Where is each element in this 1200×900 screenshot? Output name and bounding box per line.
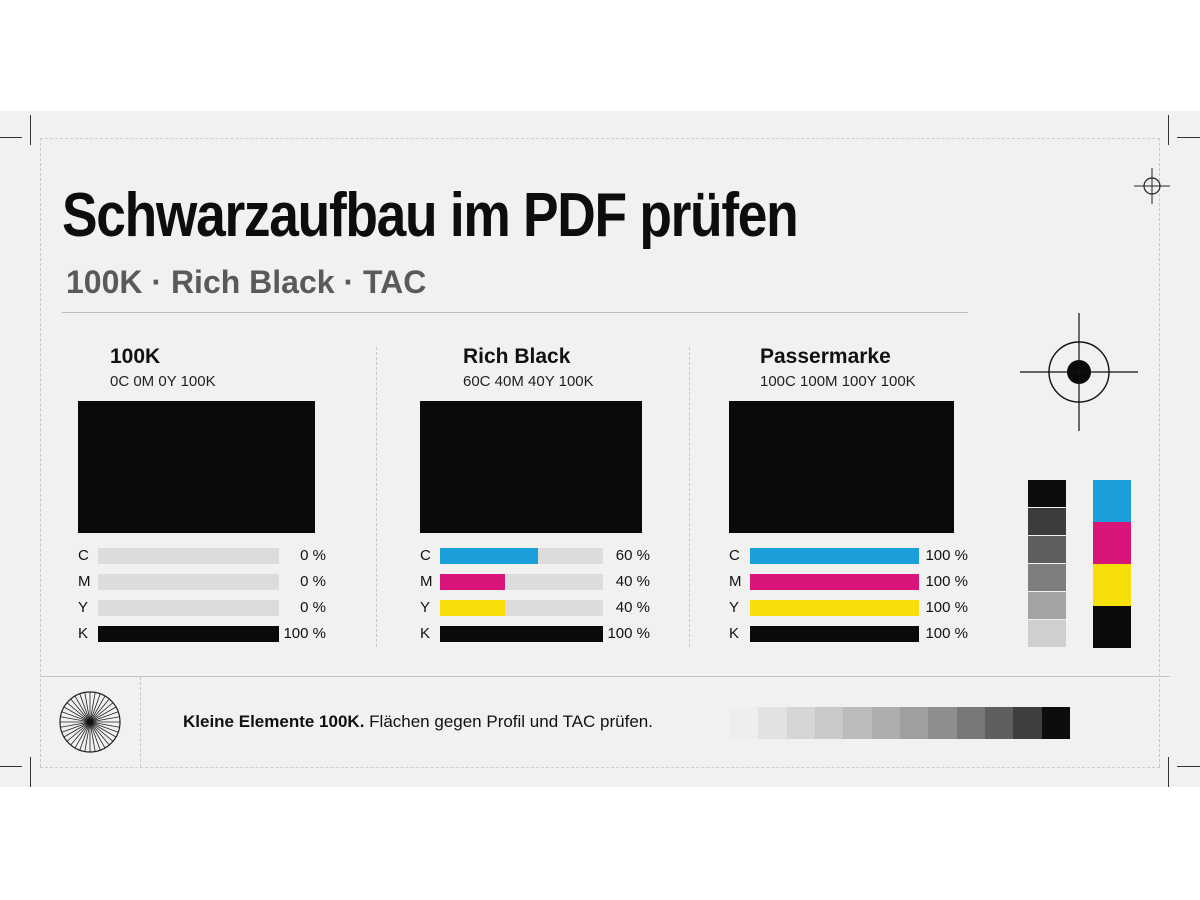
- channel-letter: M: [78, 573, 91, 590]
- channel-percent: 100 %: [283, 625, 326, 642]
- black-swatch: [729, 401, 954, 533]
- channel-letter: K: [729, 625, 740, 642]
- channel-percent: 100 %: [925, 573, 968, 590]
- channel-bar-fill: [750, 626, 919, 642]
- gradient-step: [1013, 707, 1043, 739]
- channel-percent: 0 %: [300, 599, 326, 616]
- channel-bar-fill: [440, 574, 506, 590]
- page-title: Schwarzaufbau im PDF prüfen: [62, 181, 799, 250]
- channel-letter: M: [420, 573, 433, 590]
- gray-gradient-strip: [730, 707, 1071, 739]
- channel-bar-track: [98, 574, 279, 590]
- footer-divider: [140, 677, 141, 767]
- footer-rule: [40, 676, 1170, 677]
- channel-letter: Y: [420, 599, 431, 616]
- channel-bar-track: [440, 600, 603, 616]
- cmyk-color-bar: [1093, 480, 1131, 648]
- channel-bar-track: [750, 600, 919, 616]
- cmyk-step: [1093, 522, 1131, 564]
- gradient-step: [843, 707, 873, 739]
- channel-percent: 0 %: [300, 573, 326, 590]
- trim-line-top: [40, 138, 1160, 139]
- column-divider: [689, 347, 690, 647]
- channel-bar-track: [750, 626, 919, 642]
- channel-bar-fill: [440, 548, 538, 564]
- footer-note: Kleine Elemente 100K. Flächen gegen Prof…: [183, 712, 653, 732]
- channel-letter: C: [78, 547, 89, 564]
- channel-bar-track: [440, 574, 603, 590]
- channel-letter: Y: [78, 599, 89, 616]
- channel-percent: 40 %: [615, 573, 650, 590]
- trim-line-bottom: [40, 767, 1160, 768]
- channel-bar-track: [750, 574, 919, 590]
- column-title: 100K: [110, 345, 161, 368]
- gradient-step: [985, 707, 1014, 739]
- page-subtitle: 100K · Rich Black · TAC: [66, 264, 427, 300]
- channel-percent: 100 %: [925, 599, 968, 616]
- gray-scale-step: [1028, 508, 1066, 535]
- gray-scale-step: [1028, 480, 1066, 507]
- gradient-step: [730, 707, 759, 739]
- cmyk-step: [1093, 480, 1131, 522]
- channel-bar-fill: [750, 574, 919, 590]
- channel-bar-fill: [98, 626, 279, 642]
- channel-bar-track: [440, 626, 603, 642]
- gradient-step: [928, 707, 958, 739]
- channel-bar-fill: [750, 548, 919, 564]
- channel-letter: Y: [729, 599, 740, 616]
- channel-percent: 100 %: [925, 547, 968, 564]
- cmyk-step: [1093, 564, 1131, 606]
- channel-bar-track: [750, 548, 919, 564]
- black-swatch: [420, 401, 642, 533]
- gradient-step: [1041, 707, 1071, 739]
- column-title: Passermarke: [760, 345, 891, 368]
- channel-bar-track: [98, 600, 279, 616]
- registration-mark-icon: [1134, 168, 1170, 204]
- channel-letter: C: [729, 547, 740, 564]
- trim-line-right: [1159, 138, 1160, 767]
- gray-scale-step: [1028, 564, 1066, 591]
- channel-percent: 40 %: [615, 599, 650, 616]
- column-title: Rich Black: [463, 345, 571, 368]
- channel-bar-fill: [750, 600, 919, 616]
- starburst-icon: [59, 691, 121, 753]
- channel-bar-fill: [440, 626, 603, 642]
- channel-bar-track: [98, 548, 279, 564]
- gradient-step: [900, 707, 929, 739]
- channel-percent: 0 %: [300, 547, 326, 564]
- gradient-step: [956, 707, 986, 739]
- channel-bar-track: [440, 548, 603, 564]
- channel-percent: 60 %: [615, 547, 650, 564]
- channel-bar-track: [98, 626, 279, 642]
- channel-percent: 100 %: [925, 625, 968, 642]
- gradient-step: [815, 707, 844, 739]
- footer-note-text: Flächen gegen Profil und TAC prüfen.: [369, 712, 653, 731]
- title-rule: [62, 312, 968, 313]
- cmyk-step: [1093, 606, 1131, 648]
- column-formula: 0C 0M 0Y 100K: [110, 373, 216, 390]
- channel-bar-fill: [440, 600, 506, 616]
- column-formula: 60C 40M 40Y 100K: [463, 373, 594, 390]
- black-swatch: [78, 401, 315, 533]
- trim-line-left: [40, 138, 41, 767]
- gradient-step: [871, 707, 901, 739]
- gray-scale-bar: [1028, 480, 1066, 648]
- gray-scale-step: [1028, 592, 1066, 619]
- gray-scale-step: [1028, 536, 1066, 563]
- channel-letter: C: [420, 547, 431, 564]
- registration-mark-icon: [1020, 313, 1138, 431]
- channel-letter: K: [78, 625, 89, 642]
- gradient-step: [758, 707, 788, 739]
- channel-letter: M: [729, 573, 742, 590]
- column-formula: 100C 100M 100Y 100K: [760, 373, 916, 390]
- footer-note-bold: Kleine Elemente 100K.: [183, 712, 365, 731]
- gradient-step: [786, 707, 816, 739]
- column-divider: [376, 347, 377, 647]
- channel-percent: 100 %: [607, 625, 650, 642]
- channel-letter: K: [420, 625, 431, 642]
- gray-scale-step: [1028, 620, 1066, 647]
